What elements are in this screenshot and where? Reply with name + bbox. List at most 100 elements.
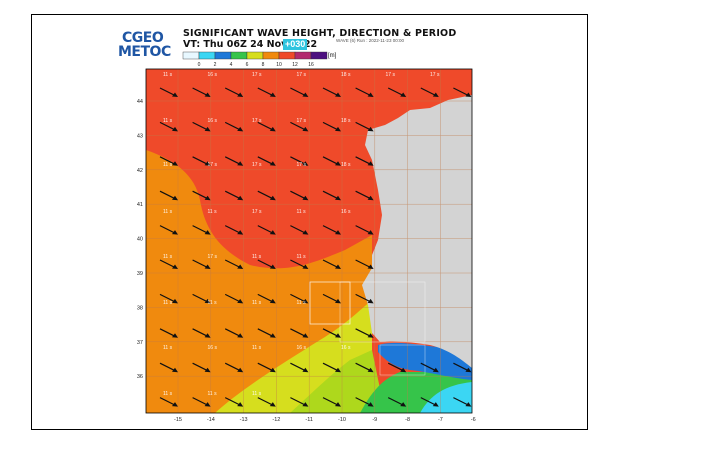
period-label: 16 s <box>208 72 218 78</box>
cgeo-logo-line1: CGEO <box>122 30 164 46</box>
wave-arrow <box>290 362 309 373</box>
colorbar-segment <box>294 51 312 60</box>
wave-arrow <box>159 121 178 132</box>
wave-arrow <box>192 225 211 235</box>
wave-arrow <box>192 328 211 338</box>
wave-arrow <box>257 190 276 201</box>
wave-arrow <box>257 87 276 97</box>
wave-arrow <box>355 225 374 235</box>
run-info: WAVE (6) Run : 2022-11-23 00:00 <box>336 38 404 43</box>
period-label: 11 s <box>163 254 173 260</box>
colorbar-tick-label: 8 <box>262 62 265 68</box>
period-label: 11 s <box>252 254 262 260</box>
period-label: 11 s <box>163 72 173 78</box>
wave-arrow <box>453 362 472 373</box>
wave-arrow <box>257 397 276 407</box>
wave-arrow <box>290 190 309 201</box>
lon-tick-label: -15 <box>174 417 182 423</box>
wave-arrow <box>420 87 439 97</box>
colorbar-tick-label: 16 <box>308 62 314 68</box>
subdomain-box-3 <box>379 344 426 376</box>
period-label: 11 s <box>297 209 307 215</box>
period-label: 11 s <box>297 254 307 260</box>
wave-arrow <box>290 397 309 407</box>
wave-arrow <box>355 156 374 166</box>
colorbar-segment <box>278 51 296 60</box>
wave-arrow <box>355 259 374 269</box>
wave-arrow <box>159 362 178 373</box>
period-label: 18 s <box>341 72 351 78</box>
wave-arrow <box>224 259 244 269</box>
wave-arrow <box>192 87 211 97</box>
latitude-labels: 44 43 42 41 40 39 38 37 36 <box>137 99 143 380</box>
period-label: 18 s <box>341 118 351 124</box>
wave-arrow <box>355 328 374 338</box>
wave-arrow <box>224 87 244 97</box>
lon-tick-label: -11 <box>305 417 313 423</box>
period-label: 11 s <box>208 300 218 306</box>
period-label: 16 s <box>208 118 218 124</box>
period-label: 11 s <box>163 300 173 306</box>
wave-arrow <box>322 397 341 407</box>
wave-arrow <box>159 190 178 201</box>
wave-arrow <box>322 225 341 235</box>
lon-tick-label: -6 <box>471 417 476 423</box>
wave-arrow <box>290 259 309 269</box>
colorbar-segment <box>198 51 216 60</box>
wave-arrow <box>224 328 244 338</box>
colorbar-segment <box>246 51 264 60</box>
wave-arrow <box>290 156 309 166</box>
colorbar: 0 2 4 6 8 10 12 16 <box>182 51 328 68</box>
wave-arrow <box>322 293 341 304</box>
period-label: 11 s <box>252 391 262 397</box>
period-label: 11 s <box>252 300 262 306</box>
period-label: 11 s <box>163 209 173 215</box>
wave-arrow <box>322 121 341 132</box>
wave-arrow <box>159 87 178 97</box>
period-label: 17 s <box>252 209 262 215</box>
wave-arrow <box>257 362 276 373</box>
period-label: 17 s <box>252 162 262 168</box>
period-label: 17 s <box>297 72 307 78</box>
wave-arrow <box>224 156 244 166</box>
wave-arrow <box>257 156 276 166</box>
wave-arrow <box>322 328 341 338</box>
lat-tick-label: 42 <box>137 168 143 174</box>
wave-arrow <box>159 397 178 407</box>
lon-tick-label: -13 <box>240 417 248 423</box>
wave-arrow <box>257 259 276 269</box>
wave-arrow <box>355 293 374 304</box>
wave-arrow <box>355 121 374 132</box>
subdomain-box-2 <box>339 281 426 343</box>
wave-arrow <box>322 362 341 373</box>
wave-arrow <box>192 259 211 269</box>
period-label: 11 s <box>297 300 307 306</box>
period-label: 16 s <box>208 345 218 351</box>
colorbar-tick-label: 12 <box>292 62 298 68</box>
wave-zone-cyan <box>420 382 472 413</box>
wave-arrow <box>453 87 472 97</box>
period-label: 18 s <box>341 162 351 168</box>
period-label: 11 s <box>163 345 173 351</box>
wave-arrow <box>192 121 211 132</box>
wave-arrow <box>192 362 211 373</box>
period-label: 17 s <box>297 162 307 168</box>
wave-arrow <box>192 397 211 407</box>
colorbar-tick-label: 2 <box>214 62 217 68</box>
valid-time: VT: Thu 06Z 24 Nov 2022 <box>183 39 318 50</box>
lat-tick-label: 40 <box>137 237 143 243</box>
lat-tick-label: 38 <box>137 305 143 311</box>
colorbar-segment <box>182 51 200 60</box>
wave-arrow <box>257 328 276 338</box>
wave-arrow <box>159 259 178 269</box>
colorbar-tick-label: 6 <box>246 62 249 68</box>
wave-arrow <box>355 397 374 407</box>
wave-arrow <box>257 121 276 132</box>
longitude-labels: -15 -14 -13 -12 -11 -10 -9 -8 -7 -6 <box>174 417 476 423</box>
wave-arrow <box>192 156 211 166</box>
forecast-offset-badge: +030 <box>283 39 308 50</box>
wave-arrow <box>257 293 276 304</box>
period-label: 11 s <box>163 162 173 168</box>
period-label: 11 s <box>208 391 218 397</box>
